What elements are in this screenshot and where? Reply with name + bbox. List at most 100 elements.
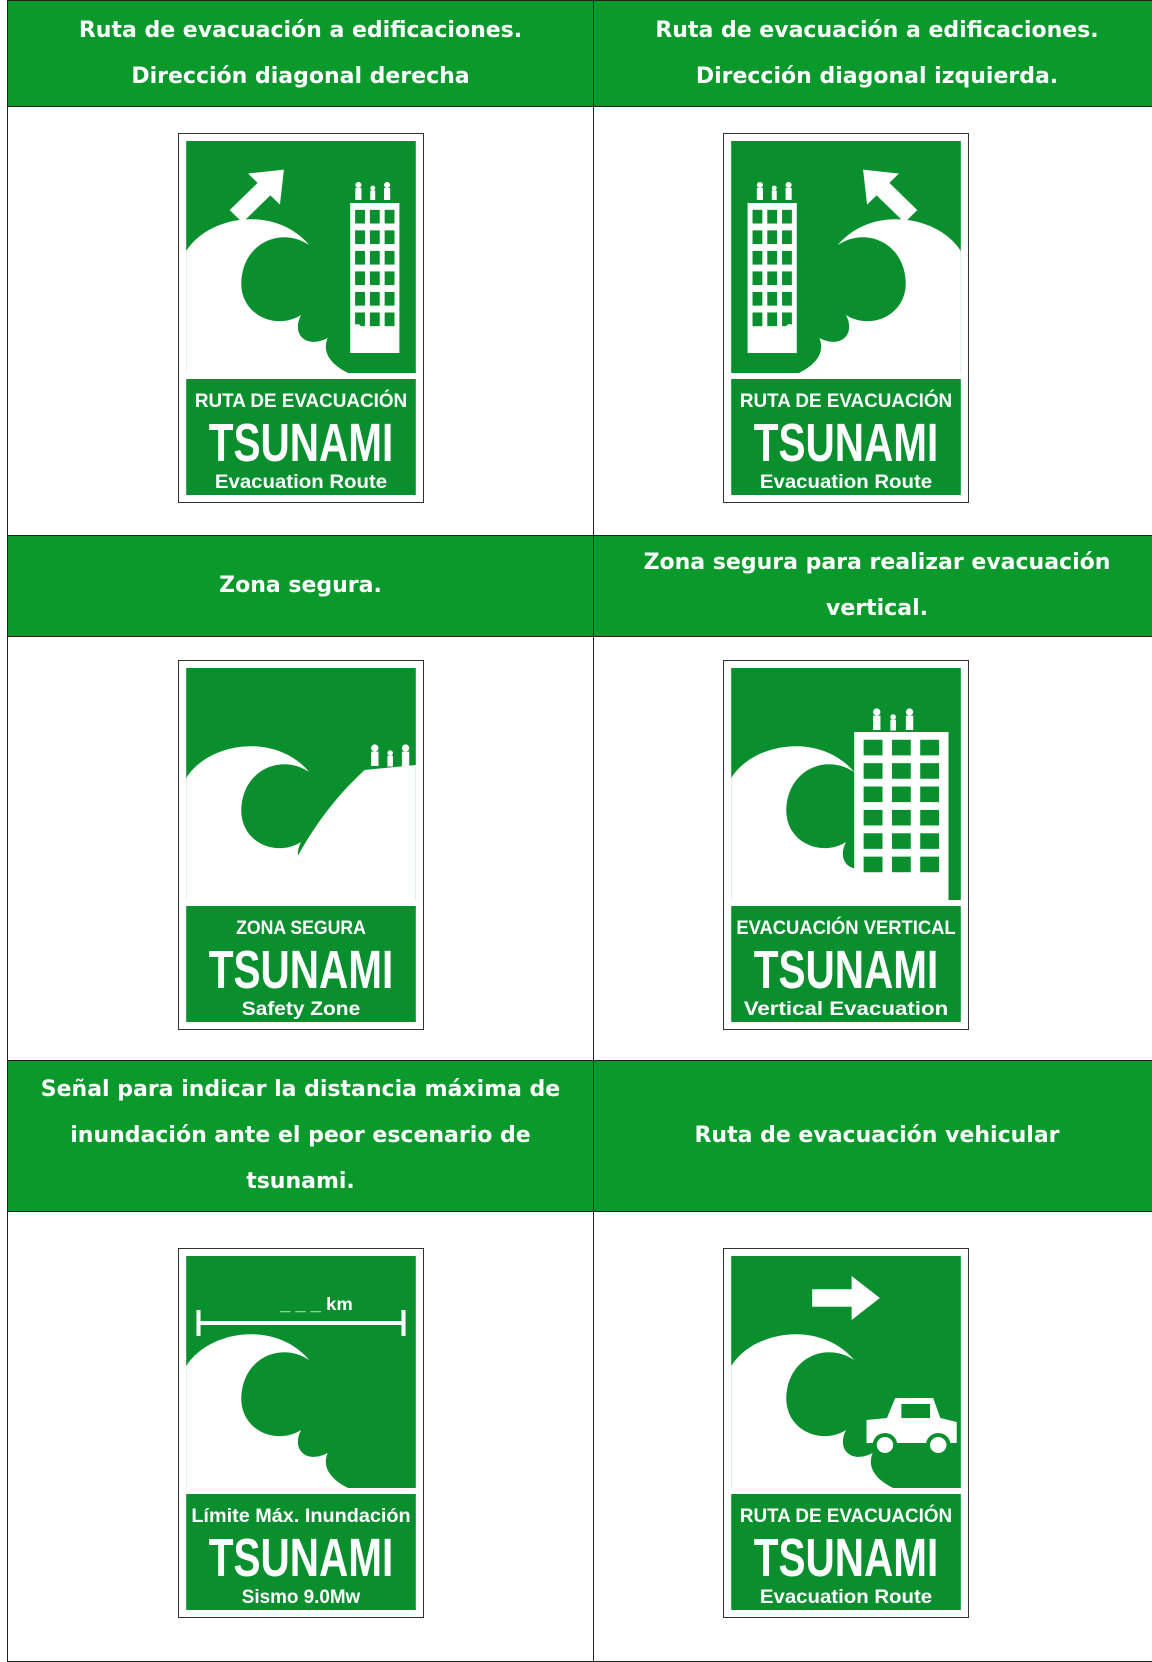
building-window xyxy=(919,786,939,803)
car-window xyxy=(900,1404,930,1418)
sign-subtitle: Evacuation Route xyxy=(215,472,388,493)
sign-subtitle: Evacuation Route xyxy=(759,1587,932,1608)
sign-title: TSUNAMI xyxy=(209,1528,394,1588)
pictogram xyxy=(186,744,416,900)
building-window xyxy=(355,291,365,306)
cell-heading: Señal para indicar la distancia máxima d… xyxy=(7,1060,594,1212)
person-icon xyxy=(353,331,362,347)
wave-icon xyxy=(186,1334,349,1488)
building-window xyxy=(384,250,395,265)
pictogram xyxy=(186,169,400,373)
building-window xyxy=(891,786,911,803)
cell-heading: Ruta de evacuación a edificaciones. Dire… xyxy=(7,0,594,107)
building-window xyxy=(355,270,365,285)
person-icon xyxy=(371,744,379,752)
cell-image: EVACUACIÓN VERTICAL TSUNAMI Vertical Evacu… xyxy=(593,636,1152,1061)
sign-panel xyxy=(186,906,416,1022)
building-window xyxy=(752,209,762,224)
hill-icon xyxy=(275,765,416,900)
building-window xyxy=(369,250,380,265)
person-icon xyxy=(785,181,792,188)
building-window xyxy=(355,250,365,265)
cell-image: RUTA DE EVACUACIÓN TSUNAMI Evacuation Rout… xyxy=(593,106,1152,536)
building-window xyxy=(781,311,792,326)
person-icon xyxy=(756,181,763,188)
sign-label: RUTA DE EVACUACIÓN xyxy=(739,1505,951,1527)
person-icon xyxy=(384,187,391,200)
building-window xyxy=(384,229,395,244)
pictogram: _ _ _ km xyxy=(186,1294,406,1488)
person-icon xyxy=(771,189,777,200)
wave-icon xyxy=(730,746,893,900)
arrow-icon xyxy=(862,169,917,223)
building-window xyxy=(384,270,395,285)
person-icon xyxy=(872,708,880,716)
building-window xyxy=(781,291,792,306)
building-window xyxy=(863,786,882,803)
sign-subtitle: Evacuation Route xyxy=(759,472,932,493)
building-window xyxy=(766,250,777,265)
car-wheel xyxy=(929,1437,946,1453)
building-window xyxy=(766,311,777,326)
cell-heading: Ruta de evacuación vehicular xyxy=(593,1060,1152,1212)
cell-heading: Ruta de evacuación a edificaciones. Dire… xyxy=(593,0,1152,107)
person-icon xyxy=(387,755,393,767)
sign-panel xyxy=(730,378,961,495)
building-window xyxy=(752,311,762,326)
building-window xyxy=(384,291,395,306)
building-window xyxy=(781,229,792,244)
building-window xyxy=(891,739,911,756)
person-icon xyxy=(872,715,880,730)
person-icon xyxy=(889,719,896,731)
building-window xyxy=(781,270,792,285)
person-icon xyxy=(785,323,794,332)
wave-icon xyxy=(730,1334,893,1488)
sign-panel xyxy=(186,1494,416,1610)
building-window xyxy=(752,229,762,244)
building-window xyxy=(355,311,365,326)
building-window xyxy=(369,311,380,326)
sign-title: TSUNAMI xyxy=(209,940,394,1000)
sign-label: Límite Máx. Inundación xyxy=(191,1506,410,1527)
cell-heading: Zona segura para realizar evacuación ver… xyxy=(593,535,1152,637)
sign-label: EVACUACIÓN VERTICAL xyxy=(736,917,956,939)
building-window xyxy=(369,270,380,285)
building-window xyxy=(752,291,762,306)
building-window xyxy=(863,856,882,873)
scale-label: _ _ _ km xyxy=(279,1294,353,1314)
wave-icon xyxy=(186,218,349,373)
building-window xyxy=(891,833,911,849)
wave-icon xyxy=(798,218,961,373)
person-icon xyxy=(905,715,913,730)
person-icon xyxy=(756,187,763,200)
building-window xyxy=(891,763,911,779)
arrow-icon xyxy=(229,169,284,223)
building-window xyxy=(863,739,882,756)
building-window xyxy=(891,809,911,826)
wave-icon xyxy=(186,746,349,900)
building-window xyxy=(355,209,365,224)
building-window xyxy=(863,833,882,849)
building-window xyxy=(766,229,777,244)
building-window xyxy=(919,809,939,826)
person-icon xyxy=(355,181,362,188)
person-icon xyxy=(785,187,792,200)
person-icon xyxy=(889,714,896,720)
person-icon xyxy=(370,189,376,200)
person-icon xyxy=(771,185,777,190)
sign-title: TSUNAMI xyxy=(753,412,938,472)
sign-title: TSUNAMI xyxy=(209,412,394,472)
building-window xyxy=(384,209,395,224)
cell-image: RUTA DE EVACUACIÓN TSUNAMI Evacuation Rout… xyxy=(593,1211,1152,1662)
pictogram xyxy=(747,169,961,373)
building-window xyxy=(369,291,380,306)
person-icon xyxy=(370,185,376,190)
building-window xyxy=(369,229,380,244)
sign-title: TSUNAMI xyxy=(753,1528,938,1588)
cell-heading: Zona segura. xyxy=(7,535,594,637)
person-icon xyxy=(387,750,393,756)
